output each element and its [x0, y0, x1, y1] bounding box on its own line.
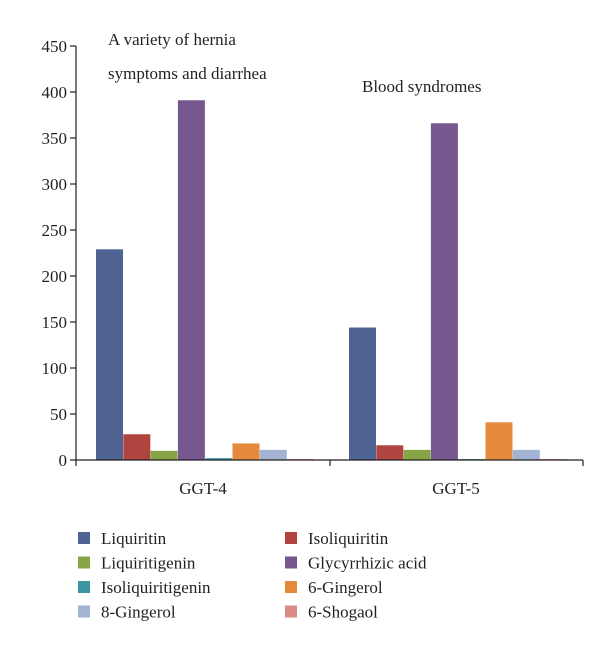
- legend-swatch-isoliquiritin: [285, 532, 297, 544]
- bar-8-gingerol-ggt-5: [512, 449, 540, 460]
- y-tick-label: 200: [42, 267, 68, 286]
- y-tick-label: 150: [42, 313, 68, 332]
- annotation-text: Blood syndromes: [362, 77, 481, 96]
- legend-label-liquiritin: Liquiritin: [101, 529, 167, 548]
- y-tick-label: 250: [42, 221, 68, 240]
- legend-label-8-gingerol: 8-Gingerol: [101, 603, 176, 622]
- legend: Liquiritin Isoliquiritin Liquiritigenin Gly…: [78, 529, 427, 622]
- bar-6-gingerol-ggt-4: [232, 443, 260, 460]
- legend-label-6-gingerol: 6-Gingerol: [308, 578, 383, 597]
- bar-isoliquiritin-ggt-4: [123, 434, 151, 460]
- legend-label-glycyrrhizic-acid: Glycyrrhizic acid: [308, 554, 427, 573]
- legend-swatch-8-gingerol: [78, 605, 90, 618]
- bar-liquiritin-ggt-5: [349, 327, 376, 460]
- bar-8-gingerol-ggt-4: [259, 449, 287, 460]
- x-category-label: GGT-4: [179, 479, 227, 498]
- legend-swatch-6-gingerol: [285, 581, 297, 593]
- y-tick-label: 450: [42, 37, 68, 56]
- y-tick-label: 50: [50, 405, 67, 424]
- bar-liquiritigenin-ggt-5: [403, 449, 431, 460]
- bar-liquiritin-ggt-4: [96, 249, 123, 460]
- y-tick-label: 300: [42, 175, 68, 194]
- bar-liquiritigenin-ggt-4: [150, 450, 178, 460]
- legend-swatch-liquiritin: [78, 532, 90, 544]
- y-tick-label: 0: [59, 451, 68, 470]
- annotation-text: symptoms and diarrhea: [108, 64, 267, 83]
- legend-label-isoliquiritin: Isoliquiritin: [308, 529, 389, 548]
- legend-swatch-glycyrrhizic-acid: [285, 556, 297, 569]
- legend-label-liquiritigenin: Liquiritigenin: [101, 554, 196, 573]
- axes: [75, 46, 584, 466]
- bar-isoliquiritin-ggt-5: [376, 445, 404, 460]
- legend-label-isoliquiritigenin: Isoliquiritigenin: [101, 578, 211, 597]
- bar-glycyrrhizic-acid-ggt-5: [430, 123, 458, 460]
- y-axis-ticks: 0 50 100 150 200 250 300 350 400 450: [42, 37, 76, 470]
- y-tick-label: 350: [42, 129, 68, 148]
- annotations: A variety of hernia symptoms and diarrhea…: [108, 30, 481, 96]
- legend-swatch-isoliquiritigenin: [78, 581, 90, 593]
- bars-group: [96, 100, 568, 460]
- category-labels: GGT-4 GGT-5: [179, 479, 480, 498]
- x-category-label: GGT-5: [432, 479, 480, 498]
- annotation-text: A variety of hernia: [108, 30, 236, 49]
- legend-swatch-6-shogaol: [285, 605, 297, 618]
- bar-6-gingerol-ggt-5: [485, 422, 513, 460]
- y-tick-label: 100: [42, 359, 68, 378]
- y-tick-label: 400: [42, 83, 68, 102]
- bar-glycyrrhizic-acid-ggt-4: [177, 100, 205, 460]
- legend-swatch-liquiritigenin: [78, 556, 90, 569]
- bar-isoliquiritigenin-ggt-4: [205, 458, 233, 460]
- legend-label-6-shogaol: 6-Shogaol: [308, 603, 378, 622]
